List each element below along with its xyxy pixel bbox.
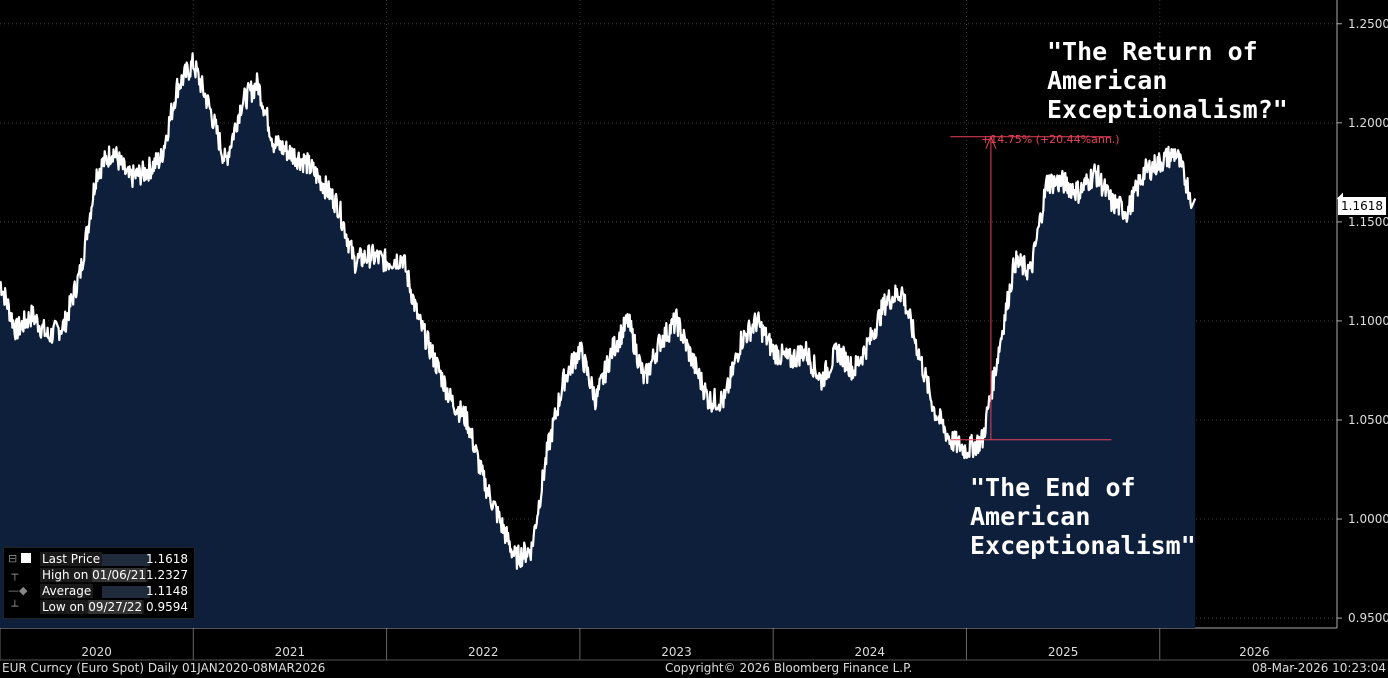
legend-label: Average bbox=[40, 584, 93, 598]
low-marker-icon: ┴ bbox=[8, 600, 36, 613]
legend-row-low: ┴ Low on 09/27/22 0.9594 bbox=[8, 600, 190, 616]
y-tick-label: 1.2500 bbox=[1348, 17, 1388, 31]
legend-swatch bbox=[102, 554, 150, 566]
footer-left: EUR Curncy (Euro Spot) Daily 01JAN2020-0… bbox=[2, 661, 325, 675]
legend-row-last: ⊟ Last Price 1.1618 bbox=[8, 552, 190, 568]
legend-value: 1.1618 bbox=[146, 552, 188, 566]
x-tick-label: 2026 bbox=[1239, 645, 1270, 659]
x-tick-label: 2024 bbox=[855, 645, 886, 659]
y-tick-label: 1.0000 bbox=[1348, 512, 1388, 526]
high-marker-icon: ┬ bbox=[8, 568, 36, 581]
y-tick-label: 1.0500 bbox=[1348, 413, 1388, 427]
legend-row-high: ┬ High on 01/06/21 1.2327 bbox=[8, 568, 190, 584]
legend-date: 09/27/22 bbox=[88, 600, 142, 614]
x-tick-label: 2023 bbox=[661, 645, 692, 659]
x-tick-label: 2025 bbox=[1048, 645, 1079, 659]
legend-label: High on bbox=[42, 568, 88, 582]
y-tick-label: 0.9500 bbox=[1348, 611, 1388, 625]
footer-center: Copyright© 2026 Bloomberg Finance L.P. bbox=[665, 661, 912, 675]
legend-label: Low on bbox=[42, 600, 84, 614]
measure-label: +14.75% (+20.44%ann.) bbox=[981, 133, 1120, 146]
legend-value: 1.2327 bbox=[146, 568, 188, 582]
x-tick-label: 2020 bbox=[81, 645, 112, 659]
annotation-bottom: "The End of American Exceptionalism" bbox=[970, 473, 1196, 560]
average-marker-icon: —◆ bbox=[8, 584, 36, 597]
legend-date: 01/06/21 bbox=[92, 568, 146, 582]
legend: ⊟ Last Price 1.1618 ┬ High on 01/06/21 1… bbox=[3, 547, 195, 619]
last-price-tag: 1.1618 bbox=[1338, 197, 1386, 215]
legend-square-icon: ⊟ bbox=[8, 552, 36, 565]
x-tick-label: 2021 bbox=[275, 645, 306, 659]
y-tick-label: 1.2000 bbox=[1348, 116, 1388, 130]
y-tick-label: 1.1500 bbox=[1348, 215, 1388, 229]
legend-value: 0.9594 bbox=[146, 600, 188, 614]
legend-row-average: —◆ Average 1.1148 bbox=[8, 584, 190, 600]
x-tick-label: 2022 bbox=[468, 645, 499, 659]
annotation-top: "The Return of American Exceptionalism?" bbox=[1047, 37, 1288, 124]
footer-right: 08-Mar-2026 10:23:04 bbox=[1252, 661, 1386, 675]
legend-value: 1.1148 bbox=[146, 584, 188, 598]
y-tick-label: 1.1000 bbox=[1348, 314, 1388, 328]
legend-label: Last Price bbox=[40, 552, 102, 566]
legend-swatch bbox=[102, 586, 150, 598]
